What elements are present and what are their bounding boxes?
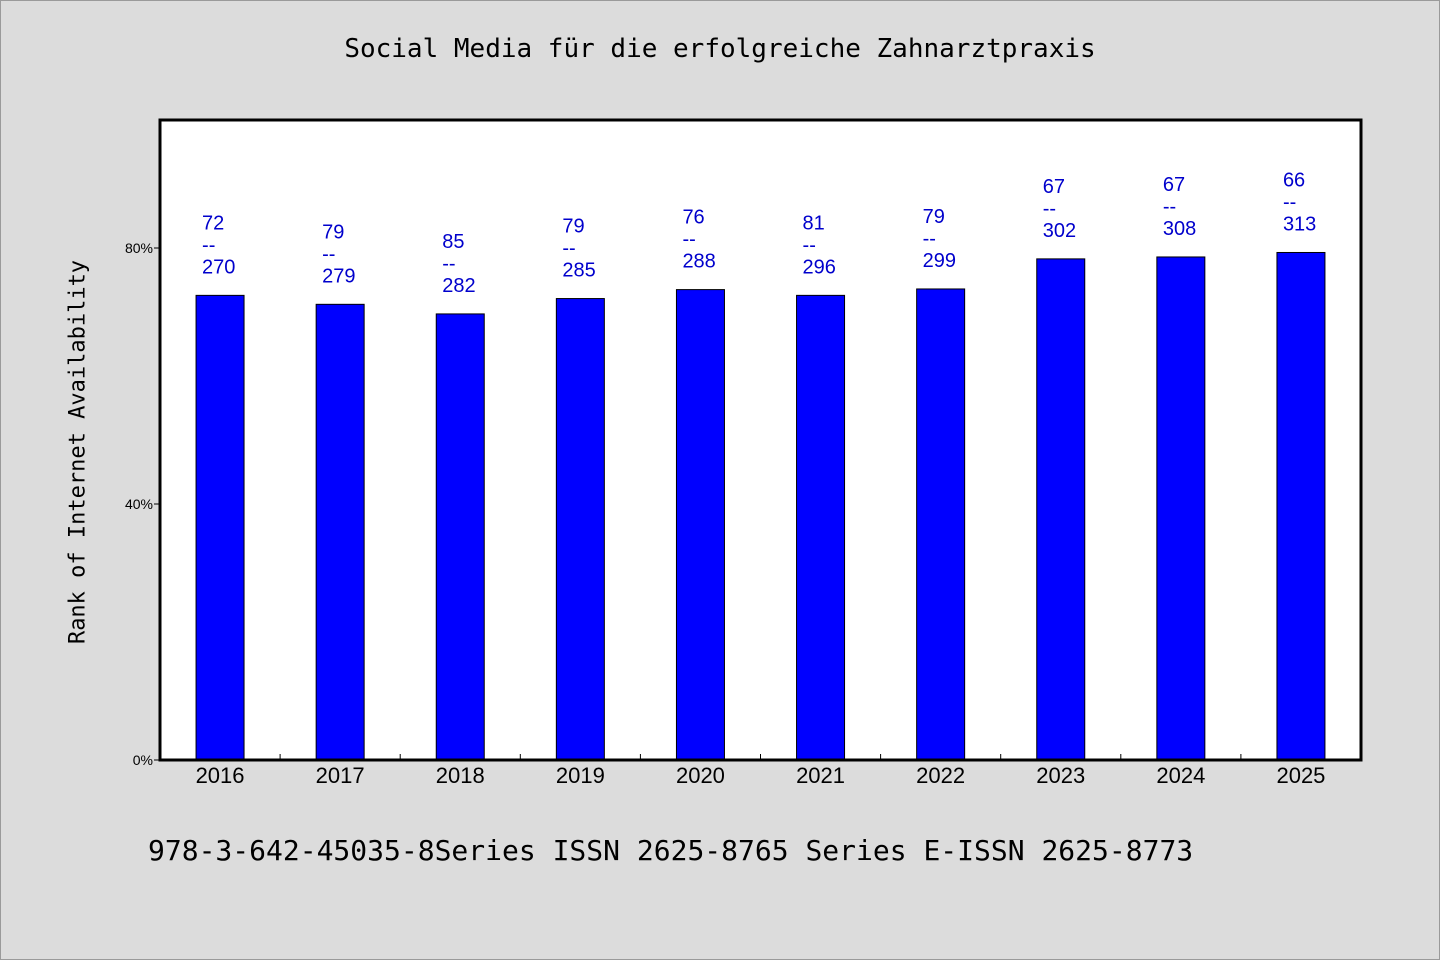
data-label-2024: 67 --308 [1163,174,1196,240]
bar-2018 [435,313,485,761]
bar-2021 [796,294,846,761]
bar-2019 [555,298,605,761]
data-label-2016: 72 --270 [202,212,235,278]
x-tick-label: 2021 [796,763,845,788]
bar-2020 [675,289,725,761]
bar-2022 [916,288,966,761]
x-tick-label: 2024 [1156,763,1205,788]
x-tick-label: 2018 [436,763,485,788]
x-tick-label: 2020 [676,763,725,788]
footer-isbn-text: 978-3-642-45035-8Series ISSN 2625-8765 S… [148,834,1194,867]
x-tick-label: 2025 [1276,763,1325,788]
bar-2017 [315,303,365,761]
data-label-2018: 85 --282 [442,231,475,297]
x-tick-label: 2023 [1036,763,1085,788]
x-tick-label: 2016 [196,763,245,788]
data-label-2021: 81 --296 [803,212,836,278]
x-tick-label: 2017 [316,763,365,788]
bar-2025 [1276,251,1326,761]
bar-2016 [195,294,245,761]
y-tick-label: 40% [125,496,153,512]
y-tick-label: 80% [125,240,153,256]
bar-2023 [1036,258,1086,761]
chart-title: Social Media für die erfolgreiche Zahnar… [344,34,1096,64]
data-label-2022: 79 --299 [923,206,956,272]
data-label-2020: 76 --288 [682,207,715,273]
bar-2024 [1156,256,1206,761]
data-label-2017: 79 --279 [322,221,355,287]
data-label-2025: 66 --313 [1283,169,1316,235]
y-tick-label: 0% [133,752,153,768]
x-tick-label: 2019 [556,763,605,788]
data-label-2019: 79 --285 [562,216,595,282]
x-tick-label: 2022 [916,763,965,788]
data-label-2023: 67 --302 [1043,176,1076,242]
